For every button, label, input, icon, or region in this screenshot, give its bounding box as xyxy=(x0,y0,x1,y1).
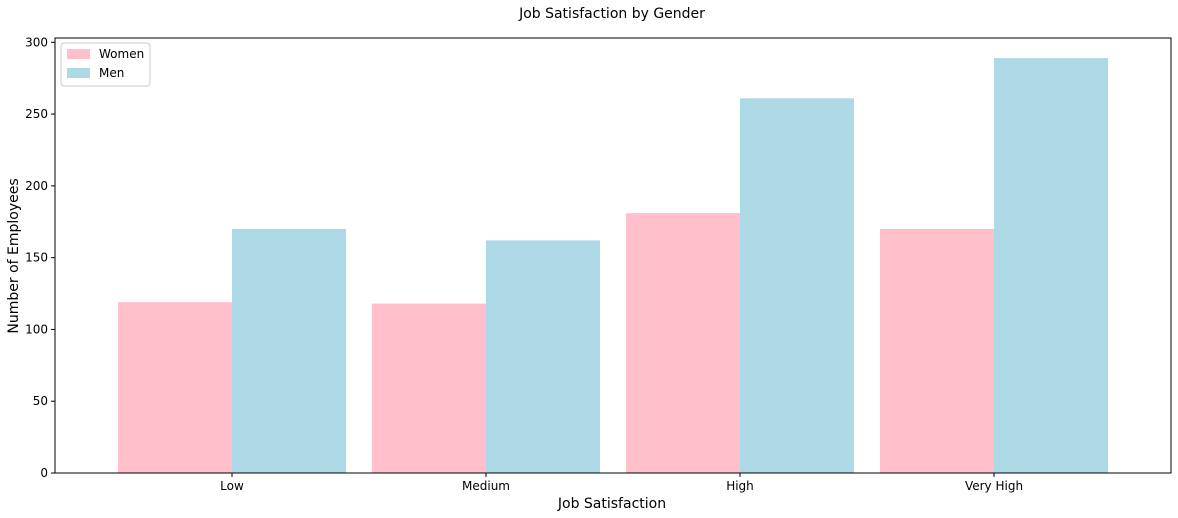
legend: Women Men xyxy=(60,42,151,87)
legend-label-men: Men xyxy=(99,66,124,80)
bar-men-very-high xyxy=(994,58,1108,474)
y-tick-label: 150 xyxy=(25,251,48,265)
x-tick-label: High xyxy=(726,479,754,493)
legend-swatch-women xyxy=(67,49,90,59)
bars-group xyxy=(118,58,1108,474)
y-tick-label: 50 xyxy=(33,394,48,408)
bar-women-medium xyxy=(372,303,486,473)
y-tick-label: 300 xyxy=(25,35,48,49)
bar-men-medium xyxy=(486,240,600,473)
y-tick-label: 100 xyxy=(25,322,48,336)
chart-title: Job Satisfaction by Gender xyxy=(518,6,705,22)
bar-women-very-high xyxy=(880,228,994,473)
y-axis-title: Number of Employees xyxy=(6,178,22,333)
x-tick-label: Low xyxy=(220,479,244,493)
x-axis: Low Medium High Very High xyxy=(220,473,1023,493)
bar-men-high xyxy=(740,98,854,473)
x-tick-label: Medium xyxy=(462,479,510,493)
y-axis: 0 50 100 150 200 250 300 xyxy=(25,35,55,480)
y-tick-label: 0 xyxy=(40,466,48,480)
bar-women-low xyxy=(118,302,232,473)
x-tick-label: Very High xyxy=(965,479,1023,493)
x-axis-title: Job Satisfaction xyxy=(557,496,666,512)
y-tick-label: 200 xyxy=(25,179,48,193)
bar-women-high xyxy=(626,213,740,474)
legend-swatch-men xyxy=(67,68,90,78)
y-tick-label: 250 xyxy=(25,107,48,121)
plot-frame xyxy=(54,37,1172,474)
legend-label-women: Women xyxy=(99,47,144,61)
bar-men-low xyxy=(232,228,346,473)
